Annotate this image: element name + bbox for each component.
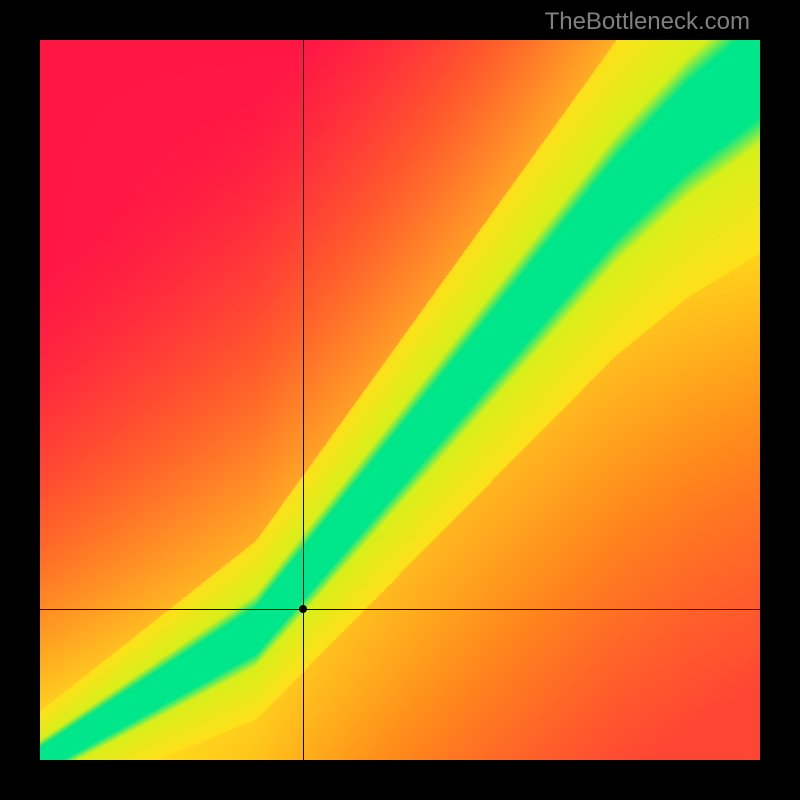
watermark-text: TheBottleneck.com [545,8,750,36]
crosshair-horizontal [40,609,760,610]
bottleneck-heatmap [40,40,760,760]
crosshair-vertical [303,40,304,760]
marker-dot [299,605,307,613]
